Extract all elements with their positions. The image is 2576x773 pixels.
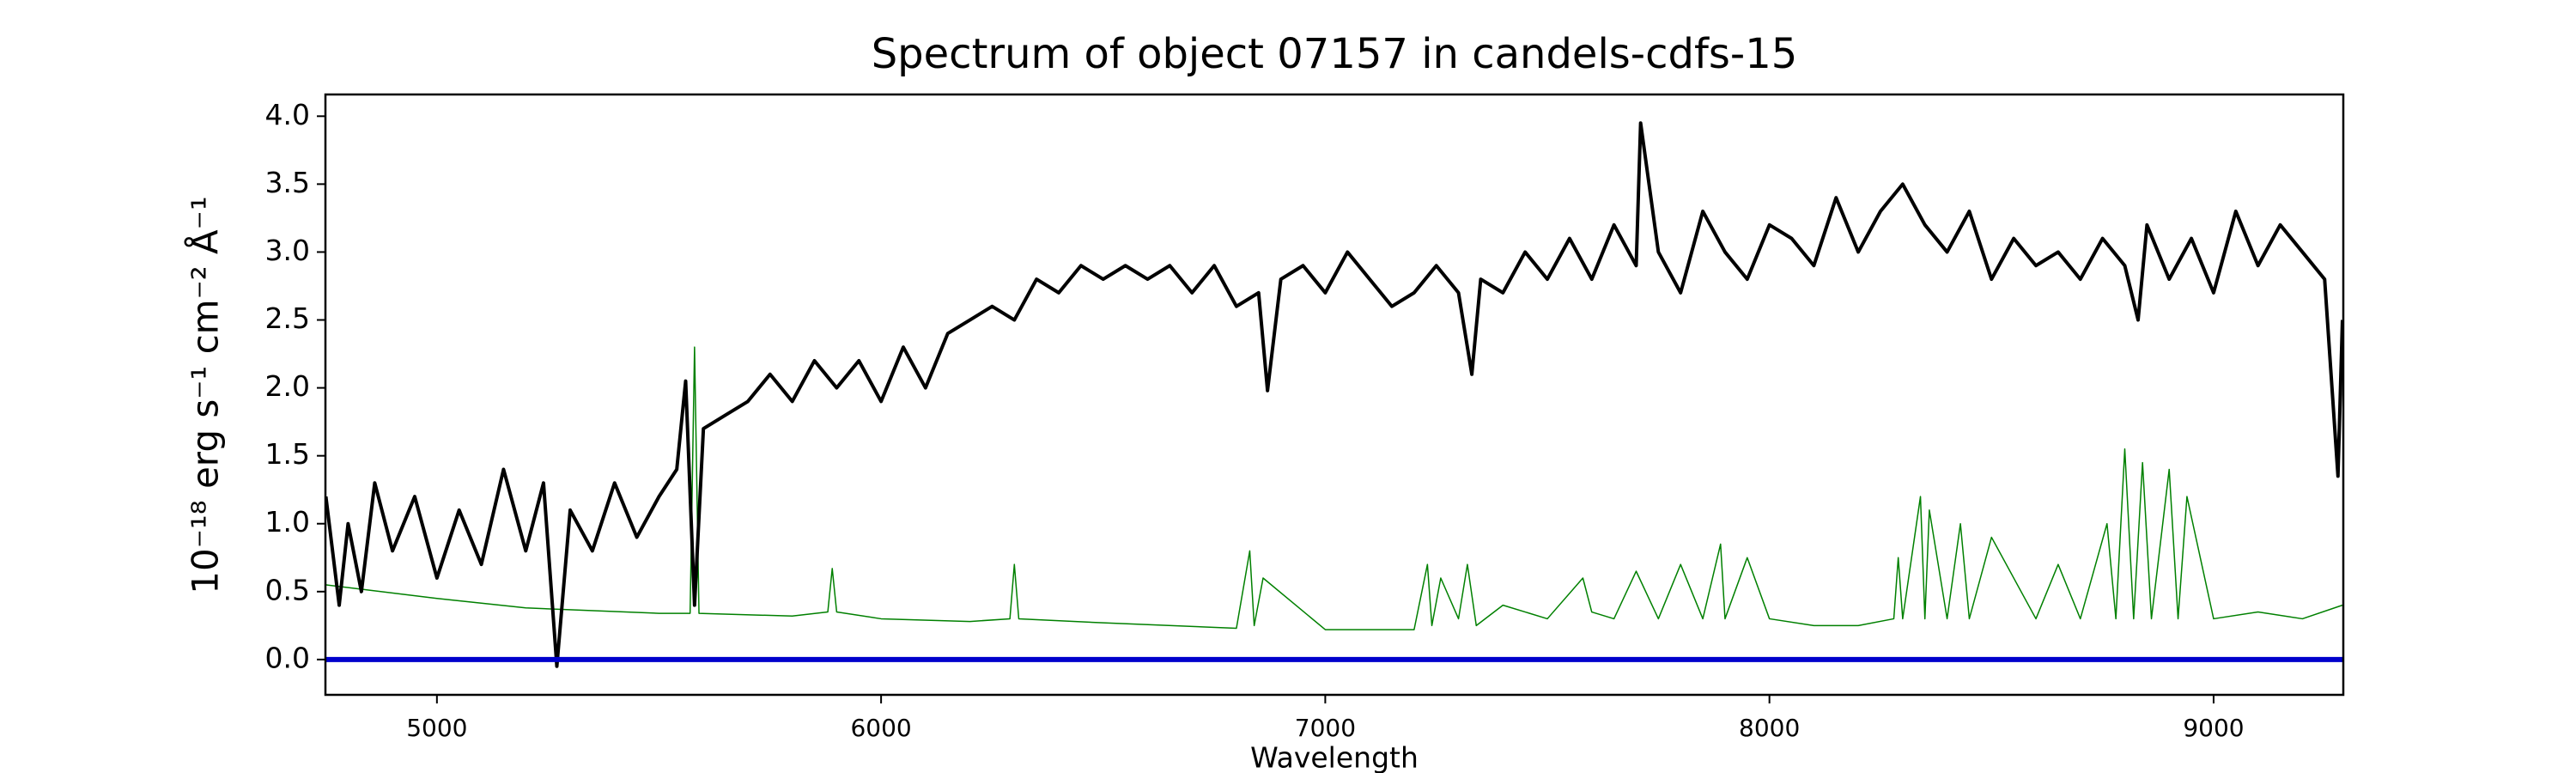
y-tick-label: 0.5 — [265, 573, 310, 606]
y-tick-label: 2.0 — [265, 369, 310, 403]
y-tick-label: 3.5 — [265, 166, 310, 199]
y-tick-label: 1.5 — [265, 437, 310, 471]
y-tick-label: 0.0 — [265, 641, 310, 674]
y-tick-label: 2.5 — [265, 301, 310, 335]
y-tick-label: 3.0 — [265, 234, 310, 267]
plot-frame — [324, 93, 2345, 697]
y-axis-label: 10⁻¹⁸ erg s⁻¹ cm⁻² Å⁻¹ — [184, 196, 227, 593]
spectrum-line — [325, 346, 2343, 630]
x-tick-label: 7000 — [1295, 714, 1356, 742]
x-tick-label: 8000 — [1739, 714, 1800, 742]
x-axis-label: Wavelength — [1250, 741, 1419, 773]
y-tick-label: 4.0 — [265, 98, 310, 131]
spectrum-line — [325, 121, 2343, 668]
y-tick-label: 1.0 — [265, 505, 310, 539]
x-tick-label: 6000 — [850, 714, 911, 742]
plot-area — [325, 121, 2343, 668]
x-tick-label: 5000 — [406, 714, 467, 742]
chart-title: Spectrum of object 07157 in candels-cdfs… — [872, 30, 1798, 78]
x-tick-label: 9000 — [2183, 714, 2244, 742]
